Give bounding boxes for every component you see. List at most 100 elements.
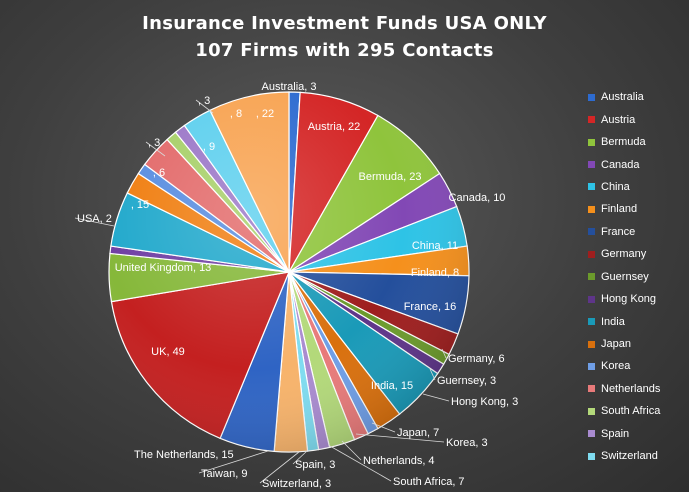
legend-item-spain: Spain: [588, 423, 688, 445]
data-label: Germany, 6: [448, 353, 505, 365]
legend-swatch: [588, 205, 595, 213]
data-label: Bermuda, 23: [359, 171, 422, 183]
data-label: India, 15: [371, 380, 413, 392]
data-label: , 6: [153, 167, 165, 179]
legend-label: Guernsey: [601, 270, 649, 283]
leader-line: [441, 348, 447, 359]
legend-swatch: [588, 340, 595, 348]
legend-item-hong-kong: Hong Kong: [588, 288, 688, 310]
leader-line: [429, 368, 436, 381]
leader-line: [355, 433, 445, 443]
legend-label: China: [601, 180, 630, 193]
data-label: Finland, 8: [411, 267, 459, 279]
legend-label: Austria: [601, 113, 636, 126]
data-label: , 15: [131, 199, 149, 211]
data-label: Spain, 3: [295, 459, 335, 471]
legend-item-guernsey: Guernsey: [588, 266, 688, 288]
data-label: Japan, 7: [397, 427, 439, 439]
data-label: Switzerland, 3: [262, 478, 331, 490]
legend-label: Switzerland: [601, 450, 658, 463]
chart-legend: Australia Austria Bermuda Canada China Finlan…: [588, 86, 688, 467]
leader-line: [195, 99, 214, 114]
legend-swatch: [588, 295, 595, 303]
legend-swatch: [588, 138, 595, 146]
leader-line: [74, 217, 115, 227]
legend-swatch: [588, 430, 595, 438]
data-label: Korea, 3: [446, 437, 488, 449]
chart-title-line-2: 107 Firms with 295 Contacts: [195, 40, 494, 61]
label-connectors: [74, 99, 450, 484]
leader-line: [329, 445, 392, 482]
data-label: , 22: [256, 108, 274, 120]
legend-swatch: [588, 250, 595, 258]
leader-line: [371, 422, 396, 433]
legend-swatch: [588, 183, 595, 191]
legend-item-germany: Germany: [588, 243, 688, 265]
leader-line: [422, 393, 450, 402]
data-label: Taiwan, 9: [201, 468, 247, 480]
legend-label: Korea: [601, 360, 631, 373]
leader-line: [292, 450, 308, 465]
data-label: Australia, 3: [261, 81, 316, 93]
data-label: South Africa, 7: [393, 476, 465, 488]
data-label: Canada, 10: [449, 192, 506, 204]
data-label: Netherlands, 4: [363, 455, 435, 467]
legend-item-india: India: [588, 310, 688, 332]
legend-item-bermuda: Bermuda: [588, 131, 688, 153]
legend-item-austria: Austria: [588, 108, 688, 130]
leader-line: [341, 440, 362, 461]
legend-swatch: [588, 273, 595, 281]
legend-swatch: [588, 318, 595, 326]
legend-swatch: [588, 452, 595, 460]
data-label: UK, 49: [151, 346, 185, 358]
legend-item-switzerland: Switzerland: [588, 445, 688, 467]
data-label: China, 11: [412, 240, 458, 252]
legend-label: South Africa: [601, 405, 661, 418]
leader-line: [259, 451, 300, 484]
data-label: , 3: [148, 137, 160, 149]
legend-label: Netherlands: [601, 382, 661, 395]
legend-swatch: [588, 93, 595, 101]
legend-item-finland: Finland: [588, 198, 688, 220]
legend-label: Bermuda: [601, 136, 646, 149]
data-label: Guernsey, 3: [437, 375, 496, 387]
legend-item-canada: Canada: [588, 153, 688, 175]
legend-swatch: [588, 161, 595, 169]
legend-label: India: [601, 315, 625, 328]
legend-label: Finland: [601, 203, 638, 216]
chart-title: Insurance Investment Funds USA ONLY 107 …: [0, 10, 689, 64]
legend-item-korea: Korea: [588, 355, 688, 377]
data-labels: Australia, 3 Austria, 22 Bermuda, 23 Canada…: [77, 81, 518, 490]
data-label: France, 16: [404, 301, 457, 313]
data-label: Austria, 22: [308, 121, 361, 133]
legend-label: France: [601, 225, 636, 238]
legend-swatch: [588, 362, 595, 370]
legend-swatch: [588, 385, 595, 393]
legend-item-france: France: [588, 221, 688, 243]
data-label: , 3: [198, 95, 210, 107]
legend-label: Hong Kong: [601, 293, 657, 306]
legend-item-netherlands: Netherlands: [588, 378, 688, 400]
legend-label: Japan: [601, 338, 631, 351]
legend-item-japan: Japan: [588, 333, 688, 355]
legend-swatch: [588, 228, 595, 236]
data-label: , 9: [203, 141, 215, 153]
legend-item-south-africa: South Africa: [588, 400, 688, 422]
legend-label: Australia: [601, 91, 644, 104]
legend-label: Germany: [601, 248, 647, 261]
legend-item-china: China: [588, 176, 688, 198]
leader-line: [145, 141, 166, 157]
data-label: The Netherlands, 15: [134, 449, 234, 461]
data-label: USA, 2: [77, 213, 112, 225]
legend-item-australia: Australia: [588, 86, 688, 108]
legend-label: Canada: [601, 158, 640, 171]
legend-swatch: [588, 116, 595, 124]
legend-label: Spain: [601, 427, 630, 440]
legend-swatch: [588, 407, 595, 415]
leader-line: [198, 450, 269, 474]
data-label: , 8: [230, 108, 242, 120]
data-label: United Kingdom, 13: [115, 262, 212, 274]
chart-title-line-1: Insurance Investment Funds USA ONLY: [142, 13, 547, 34]
data-label: Hong Kong, 3: [451, 396, 518, 408]
